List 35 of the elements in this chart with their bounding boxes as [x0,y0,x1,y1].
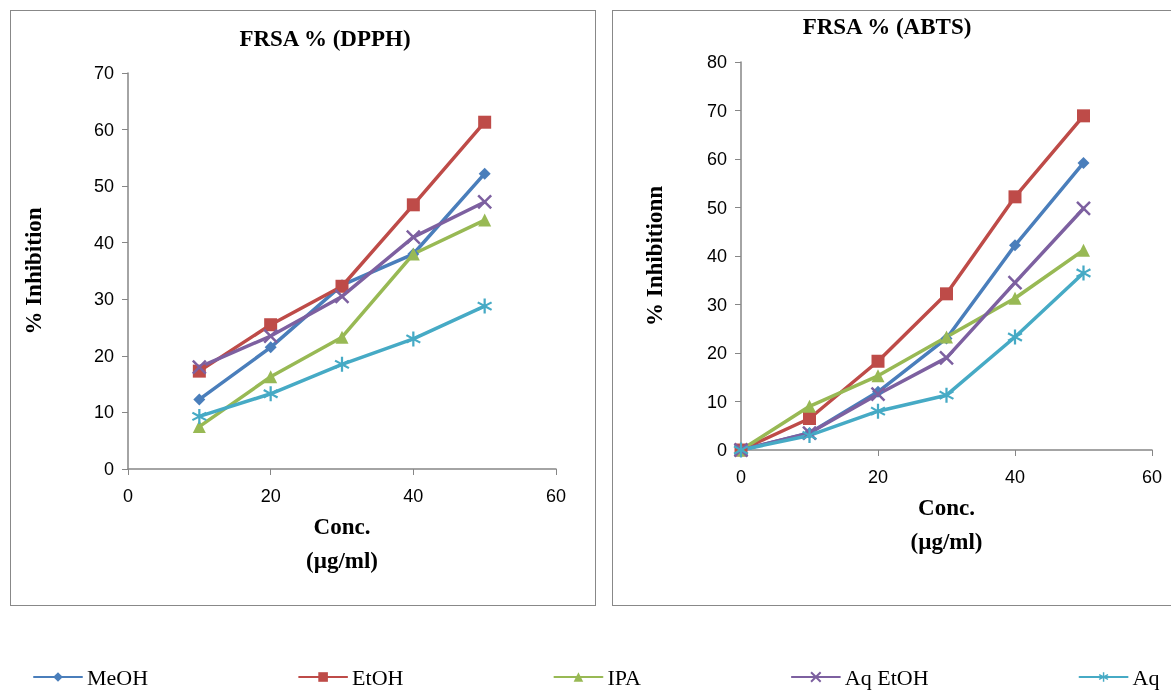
y-tick-label: 20 [706,343,727,363]
legend-label: IPA [607,664,641,690]
y-tick-label: 0 [716,440,727,460]
x-tick-label: 60 [1141,467,1163,487]
y-tick-label: 40 [706,246,727,266]
x-tick-label: 20 [260,486,281,506]
x-axis-title: Conc. (µg/ml) [910,495,983,555]
y-tick-label: 70 [706,100,727,121]
x-tick-label: 40 [1004,467,1026,487]
y-tick-label: 70 [93,63,114,83]
y-tick-label: 60 [93,119,114,140]
chart-title: FRSA % (ABTS) [802,14,972,39]
y-tick-label: 80 [706,52,727,72]
y-tick-label: 60 [706,149,727,169]
legend-label: EtOH [352,664,404,690]
x-tick-label: 20 [867,467,889,487]
y-tick-label: 30 [706,294,727,315]
y-tick-label: 40 [93,232,114,253]
y-axis-title: % Inhibitionn [641,185,667,326]
y-tick-label: 50 [93,176,114,197]
legend-label: MeOH [87,664,149,690]
y-tick-label: 50 [706,197,727,218]
y-tick-label: 30 [93,289,114,310]
y-tick-label: 10 [93,402,114,423]
legend-label: Aq [1132,664,1160,690]
x-tick-label: 0 [122,486,134,506]
x-tick-label: 60 [545,486,567,506]
x-tick-label: 40 [403,486,424,506]
x-tick-label: 0 [735,467,747,487]
y-tick-label: 10 [706,391,727,412]
y-axis-title: % Inhibition [20,207,46,335]
x-axis-title: Conc. (µg/ml) [305,514,379,574]
chart-title: FRSA % (DPPH) [239,26,411,51]
legend-label: Aq EtOH [844,664,929,690]
y-tick-label: 20 [93,345,114,366]
